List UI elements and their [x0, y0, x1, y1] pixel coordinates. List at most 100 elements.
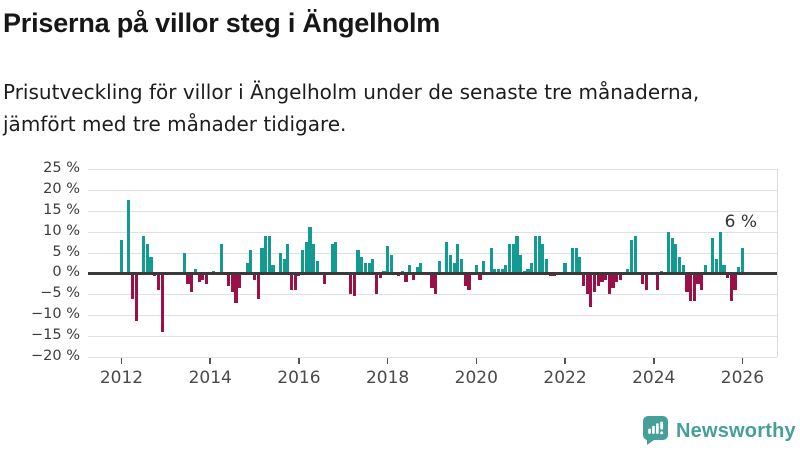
- bar-negative: [618, 273, 623, 280]
- bar-negative: [581, 273, 586, 286]
- bar-positive: [145, 244, 149, 274]
- bar-positive: [408, 265, 412, 274]
- bar-negative: [604, 273, 608, 280]
- bar-negative: [689, 273, 693, 301]
- bar-positive: [308, 227, 312, 274]
- bar-positive: [482, 260, 486, 274]
- x-axis-tick-label: 2012: [99, 368, 144, 388]
- bar-negative: [134, 273, 138, 322]
- newsworthy-logo: Newsworthy: [643, 416, 796, 445]
- bar-positive: [371, 258, 375, 274]
- bar-positive: [282, 258, 286, 274]
- bar-positive: [182, 252, 186, 274]
- bar-positive: [315, 260, 319, 274]
- bar-negative: [644, 273, 648, 291]
- bar-positive: [386, 246, 390, 274]
- x-axis-tick-label: 2022: [543, 368, 587, 388]
- subtitle-line-2: jämfört med tre månader tidigare.: [3, 112, 347, 136]
- bar-positive: [389, 254, 393, 274]
- bar-negative: [655, 273, 659, 291]
- bar-positive: [127, 200, 131, 274]
- bar-positive: [629, 240, 634, 274]
- x-axis-tick: [386, 358, 389, 364]
- bar-positive: [367, 263, 371, 274]
- newsworthy-logo-text: Newsworthy: [676, 419, 796, 442]
- bar-positive: [740, 248, 744, 274]
- bar-negative: [201, 273, 205, 280]
- bar-positive: [304, 242, 308, 274]
- bar-negative: [293, 273, 297, 291]
- bar-negative: [592, 273, 597, 293]
- subtitle-line-1: Prisutveckling för villor i Ängelholm un…: [3, 80, 700, 104]
- x-axis-tick-label: 2014: [188, 368, 232, 388]
- bar-negative: [589, 273, 593, 307]
- bar-positive: [312, 244, 316, 274]
- bar-positive: [330, 244, 334, 274]
- bar-positive: [278, 252, 282, 274]
- y-axis-tick-label: 10 %: [43, 222, 80, 239]
- bar-positive: [271, 265, 275, 274]
- bar-positive: [722, 265, 726, 274]
- x-axis-tick-label: 2026: [720, 368, 765, 388]
- y-axis-tick-label: −10 %: [31, 306, 80, 323]
- bar-positive: [718, 231, 722, 274]
- bar-negative: [160, 273, 164, 332]
- x-axis-tick-label: 2020: [454, 368, 498, 388]
- bar-negative: [478, 273, 482, 280]
- bar-negative: [611, 273, 615, 289]
- bar-positive: [249, 250, 253, 274]
- bar-negative: [156, 273, 161, 291]
- gridline: [88, 169, 777, 170]
- bar-positive: [419, 263, 423, 274]
- gridline: [88, 231, 777, 233]
- bar-negative: [411, 273, 416, 280]
- y-axis-tick-label: −15 %: [31, 327, 80, 344]
- bar-positive: [681, 265, 685, 274]
- bar-positive: [149, 256, 153, 274]
- bar-positive: [574, 248, 578, 274]
- zero-axis-line: [88, 272, 777, 275]
- bar-negative: [230, 273, 234, 293]
- bar-negative: [600, 273, 604, 282]
- bar-positive: [493, 269, 497, 274]
- bar-positive: [626, 269, 630, 274]
- bar-negative: [186, 273, 190, 284]
- y-axis-tick-label: 20 %: [43, 180, 80, 197]
- bar-positive: [264, 235, 268, 274]
- x-axis-tick: [741, 358, 744, 364]
- bar-negative: [607, 273, 611, 295]
- bar-positive: [674, 244, 678, 274]
- bar-negative: [352, 273, 356, 297]
- bar-positive: [260, 248, 264, 274]
- bar-negative: [204, 273, 209, 284]
- bar-negative: [700, 273, 704, 291]
- bar-negative: [430, 273, 434, 289]
- bar-negative: [404, 273, 408, 282]
- gridline: [88, 357, 777, 358]
- bar-negative: [238, 273, 242, 289]
- bar-positive: [489, 248, 493, 274]
- bar-negative: [374, 273, 379, 295]
- x-axis-tick: [120, 358, 123, 364]
- bar-negative: [256, 273, 260, 299]
- bar-positive: [193, 269, 197, 274]
- bar-positive: [459, 258, 464, 274]
- y-axis-tick-label: 15 %: [43, 201, 80, 218]
- bar-positive: [526, 269, 530, 274]
- bar-positive: [474, 265, 478, 274]
- bar-negative: [289, 273, 294, 291]
- latest-value-label: 6 %: [724, 212, 757, 232]
- bar-positive: [714, 258, 719, 274]
- bar-negative: [227, 273, 231, 286]
- gridline: [88, 294, 777, 296]
- bar-positive: [670, 237, 674, 274]
- bar-positive: [452, 263, 456, 274]
- bar-negative: [729, 273, 733, 301]
- bar-negative: [252, 273, 257, 280]
- bar-positive: [448, 254, 453, 274]
- bar-negative: [467, 273, 471, 291]
- bar-positive: [496, 269, 501, 274]
- bar-negative: [234, 273, 238, 303]
- gridline: [88, 210, 777, 212]
